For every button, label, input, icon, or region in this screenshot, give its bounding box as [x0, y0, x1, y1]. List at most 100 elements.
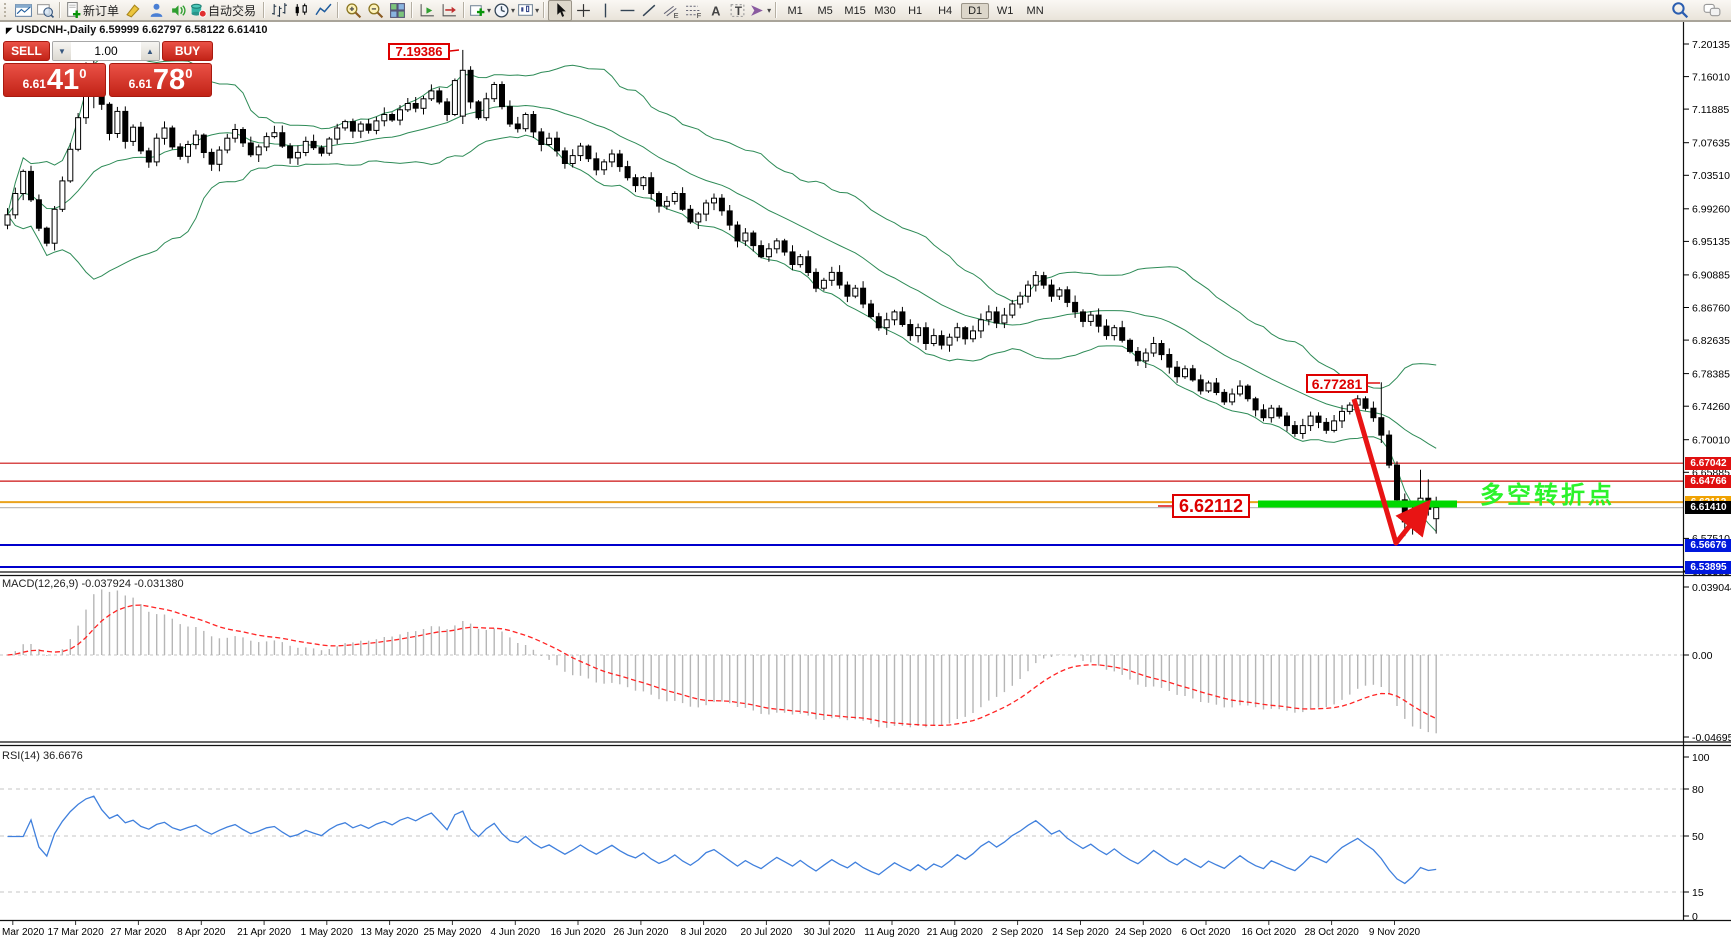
date-label: 8 Jul 2020 — [681, 927, 728, 938]
equidistant-channel-tool[interactable]: E — [660, 1, 682, 20]
toolbar: 新订单 自动交易 ▾ ▾ ▾ E F A T ▾ M1 M5 M15 M30 H1 H4 D… — [0, 0, 1731, 21]
red-trend-arrow[interactable] — [1351, 398, 1431, 546]
toolbar-grip[interactable] — [4, 3, 10, 17]
toolbar-separator — [337, 2, 340, 18]
template-button[interactable]: ▾ — [516, 1, 540, 20]
toolbar-separator — [775, 2, 778, 18]
sell-price-tile[interactable]: 6.61 41 0 — [3, 63, 106, 97]
timeframe-M1[interactable]: M1 — [787, 5, 803, 17]
trendline-tool[interactable] — [638, 1, 660, 20]
new-order-button[interactable]: 新订单 — [64, 1, 123, 20]
symbol-marker-icon: ◤ — [6, 26, 13, 35]
cursor-tool-button[interactable] — [548, 0, 573, 21]
text-tool[interactable]: A — [704, 1, 726, 20]
price-tick-label: 7.16010 — [1692, 71, 1730, 83]
rsi-tick-label: 15 — [1692, 887, 1704, 899]
sell-button[interactable]: SELL — [3, 41, 50, 61]
date-label: 17 Mar 2020 — [48, 927, 105, 938]
main-price-panel — [4, 49, 1440, 537]
arrows-tool[interactable]: ▾ — [748, 1, 772, 20]
price-annotation[interactable]: 6.62112 — [1172, 494, 1250, 518]
vertical-line-tool[interactable] — [594, 1, 616, 20]
toolbar-separator — [263, 2, 266, 18]
chart-shift-button[interactable] — [438, 1, 460, 20]
candlestick-series — [4, 49, 1440, 537]
auto-trading-button[interactable]: 自动交易 — [189, 1, 260, 20]
timeframe-M30[interactable]: M30 — [874, 5, 896, 17]
timeframe-M5[interactable]: M5 — [817, 5, 833, 17]
date-label: Mar 2020 — [2, 927, 45, 938]
symbol-info: ◤ USDCNH-,Daily 6.59999 6.62797 6.58122 6… — [6, 24, 268, 36]
period-clock-button[interactable]: ▾ — [492, 1, 516, 20]
macd-label: MACD(12,26,9) -0.037924 -0.031380 — [2, 578, 184, 590]
timeframe-H1[interactable]: H1 — [908, 5, 923, 17]
macd-panel — [7, 589, 1437, 734]
bollinger-upper — [7, 53, 1437, 389]
sell-price-sup: 0 — [79, 66, 87, 81]
symbol-info-text: USDCNH-,Daily 6.59999 6.62797 6.58122 6.… — [16, 24, 268, 36]
crosshair-tool-button[interactable] — [572, 1, 594, 20]
svg-text:E: E — [673, 10, 678, 18]
add-indicator-button[interactable]: ▾ — [468, 1, 492, 20]
timeframe-D1[interactable]: D1 — [961, 3, 990, 19]
bar-chart-icon[interactable] — [268, 1, 290, 20]
horizontal-line-tool[interactable] — [616, 1, 638, 20]
macd-tick-label: 0.00 — [1692, 650, 1713, 662]
green-support-bar[interactable] — [1258, 500, 1457, 508]
price-annotation[interactable]: 6.77281 — [1306, 374, 1368, 393]
auto-scroll-button[interactable] — [416, 1, 438, 20]
volume-decrease-button[interactable]: ▼ — [53, 42, 71, 60]
timeframe-MN[interactable]: MN — [1026, 5, 1044, 17]
market-profile-icon[interactable] — [145, 1, 167, 20]
buy-price-sup: 0 — [185, 66, 193, 81]
price-tick-label: 6.70010 — [1692, 435, 1730, 447]
signals-icon[interactable] — [167, 1, 189, 20]
chat-icon[interactable] — [1701, 1, 1723, 20]
date-label: 25 May 2020 — [423, 927, 481, 938]
turning-point-text[interactable]: 多空转折点 — [1480, 482, 1615, 509]
zoom-out-button[interactable] — [364, 1, 386, 20]
metaeditor-icon[interactable] — [123, 1, 145, 20]
axis-price-badge: 6.61410 — [1685, 501, 1731, 515]
axis-price-badge: 6.64766 — [1685, 474, 1731, 488]
date-label: 4 Jun 2020 — [491, 927, 541, 938]
date-axis[interactable]: Mar 2020 17 Mar 2020 27 Mar 2020 8 Apr 2020… — [2, 921, 1421, 938]
fibonacci-tool[interactable]: F — [682, 1, 704, 20]
price-tick-label: 6.95135 — [1692, 236, 1730, 248]
price-tick-label: 6.99260 — [1692, 204, 1730, 216]
rsi-tick-label: 50 — [1692, 831, 1704, 843]
volume-input[interactable] — [71, 42, 141, 60]
rsi-tick-label: 100 — [1692, 752, 1710, 764]
text-label-tool[interactable]: T — [726, 1, 748, 20]
rsi-tick-label: 0 — [1692, 911, 1698, 923]
sell-price-main: 41 — [46, 64, 80, 96]
timeframe-W1[interactable]: W1 — [996, 5, 1014, 17]
price-tick-label: 7.11885 — [1692, 104, 1729, 116]
date-label: 13 May 2020 — [361, 927, 419, 938]
buy-price-tile[interactable]: 6.61 78 0 — [109, 63, 212, 97]
timeframe-M15[interactable]: M15 — [844, 5, 866, 17]
profiles-button[interactable] — [34, 1, 56, 20]
rsi-label: RSI(14) 36.6676 — [2, 750, 83, 762]
date-label: 16 Jun 2020 — [550, 927, 605, 938]
search-icon[interactable] — [1669, 1, 1691, 20]
bollinger-lower — [7, 134, 1437, 532]
date-label: 21 Apr 2020 — [237, 927, 291, 938]
date-label: 9 Nov 2020 — [1369, 927, 1421, 938]
tile-windows-button[interactable] — [386, 1, 408, 20]
macd-tick-label: -0.046959 — [1692, 732, 1731, 744]
candlestick-chart-icon[interactable] — [290, 1, 312, 20]
zoom-in-button[interactable] — [342, 1, 364, 20]
buy-button[interactable]: BUY — [162, 41, 213, 61]
svg-text:T: T — [734, 4, 741, 17]
price-tick-label: 6.90885 — [1692, 270, 1730, 282]
auto-trading-label: 自动交易 — [208, 3, 257, 18]
timeframe-H4[interactable]: H4 — [938, 5, 953, 17]
date-label: 2 Sep 2020 — [992, 927, 1044, 938]
new-chart-button[interactable] — [12, 1, 34, 20]
price-annotation[interactable]: 7.19386 — [388, 43, 450, 60]
price-tick-label: 6.78385 — [1692, 368, 1730, 380]
line-chart-icon[interactable] — [312, 1, 334, 20]
date-label: 14 Sep 2020 — [1052, 927, 1109, 938]
volume-increase-button[interactable]: ▲ — [141, 42, 159, 60]
